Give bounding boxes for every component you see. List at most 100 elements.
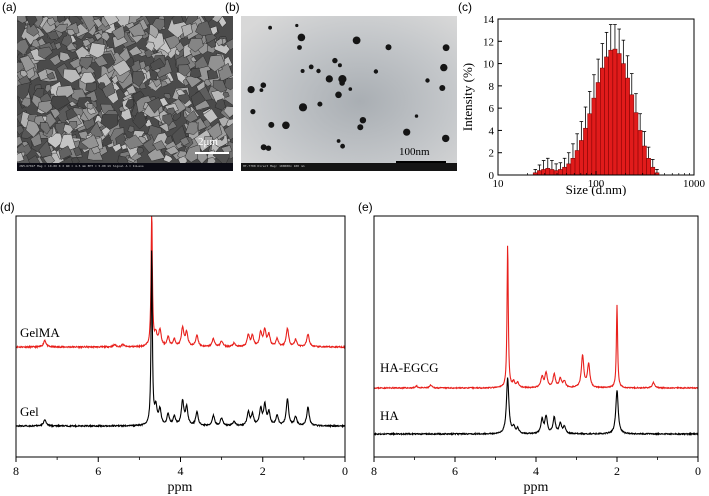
sem-grain: [204, 136, 214, 147]
histogram-bar: [604, 56, 609, 176]
tem-micrograph: 100nm HT-7700 Direct Mag: 100000x 100 nm: [241, 16, 457, 171]
sem-grain: [17, 125, 25, 136]
tem-texture: [241, 16, 457, 171]
sem-grain: [136, 147, 145, 156]
x-tick-label: 100: [588, 178, 605, 190]
x-tick-label: 8: [371, 464, 377, 478]
tem-particle: [308, 64, 314, 70]
x-tick-label: 0: [695, 464, 701, 478]
sem-grain: [17, 39, 30, 56]
tem-particle: [260, 144, 267, 151]
sem-grain: [152, 140, 167, 151]
sem-grain: [17, 62, 25, 73]
tem-particle: [259, 88, 264, 92]
size-distribution-chart: 0 2 4 6 8 10 12 14 10 100 1000 Intensity (%) Size…: [460, 14, 706, 196]
x-tick-label: 8: [13, 464, 19, 478]
sem-grain: [184, 110, 199, 123]
tem-particle: [352, 36, 361, 45]
sem-grain: [111, 143, 122, 153]
x-tick-label: 10: [493, 178, 505, 190]
sem-grain: [164, 135, 173, 145]
panel-b-label: (b): [225, 0, 240, 14]
sem-grain: [89, 121, 104, 138]
chart-c-ylabel: Intensity (%): [460, 63, 475, 131]
y-tick-label: 6: [489, 103, 495, 115]
y-tick-label: 2: [489, 148, 495, 160]
sem-grain: [80, 134, 100, 150]
sem-grain: [53, 23, 68, 33]
sem-grain: [46, 30, 60, 41]
chart-c-xlabel: Size (d.nm): [566, 182, 627, 196]
histogram-bar: [633, 112, 639, 176]
sem-grain: [132, 90, 145, 104]
histogram-bar: [587, 113, 593, 176]
sem-grain: [132, 111, 148, 130]
label-ha: HA: [380, 408, 399, 423]
label-gel: Gel: [20, 404, 39, 419]
sem-grain: [224, 77, 233, 91]
chart-d-xlabel: ppm: [168, 480, 193, 495]
sem-grain: [118, 105, 126, 112]
histogram-bar: [621, 63, 626, 176]
tem-particle: [250, 109, 256, 115]
y-tick-label: 8: [489, 81, 495, 93]
sem-texture: [17, 16, 233, 171]
sem-grain: [123, 134, 145, 150]
histogram-bar: [570, 158, 576, 176]
sem-grain: [147, 146, 166, 162]
sem-grain: [207, 121, 223, 141]
panel-d-label: (d): [0, 200, 15, 214]
histogram-bar: [558, 169, 563, 176]
sem-grain: [184, 144, 202, 163]
sem-grain: [114, 16, 133, 29]
x-tick-label: 6: [452, 464, 458, 478]
sem-grain: [163, 93, 172, 100]
tem-particle: [440, 63, 448, 72]
sem-grain: [149, 57, 166, 72]
tem-info-strip: HT-7700 Direct Mag: 100000x 100 nm: [241, 163, 457, 171]
tem-particle: [298, 103, 308, 112]
sem-grain: [19, 55, 36, 73]
sem-grain: [54, 42, 62, 51]
tem-particle: [338, 75, 347, 84]
sem-grain: [111, 59, 132, 77]
sem-grain: [131, 71, 146, 88]
tem-particle: [295, 23, 299, 28]
sem-grain: [127, 125, 135, 133]
nmr-gel-chart: 8 6 4 2 0 GelMA Gel ppm: [13, 215, 348, 495]
sem-grain: [111, 74, 119, 85]
sem-grain: [190, 90, 206, 108]
sem-grain: [185, 106, 192, 114]
sem-grain: [85, 82, 97, 93]
sem-grain: [30, 132, 43, 148]
tem-particle: [385, 44, 392, 51]
sem-grain: [212, 79, 228, 93]
histogram-bar: [574, 150, 580, 176]
histogram-bar: [549, 169, 555, 176]
chart-d-frame: [15, 215, 346, 458]
sem-grain: [207, 54, 226, 73]
sem-grain: [38, 140, 53, 158]
tem-particle: [425, 78, 430, 83]
tem-particle: [268, 25, 272, 30]
tem-particle: [247, 86, 255, 94]
sem-grain: [151, 18, 165, 32]
sem-grain: [125, 98, 134, 110]
tem-particle: [300, 69, 305, 73]
x-tick-label: 4: [533, 464, 539, 478]
sem-grain: [25, 16, 38, 28]
sem-grain: [128, 45, 143, 57]
tem-scalebar-label: 100nm: [399, 146, 430, 158]
tem-info-text: HT-7700 Direct Mag: 100000x 100 nm: [243, 164, 305, 168]
sem-grain: [181, 23, 193, 38]
sem-grain: [195, 20, 213, 37]
label-gelma: GelMA: [20, 325, 60, 340]
histogram-bar: [562, 166, 567, 176]
histogram-bar: [595, 82, 601, 176]
histogram-bar: [579, 140, 584, 176]
sem-grain: [169, 98, 187, 115]
histogram-bar: [650, 166, 656, 176]
sem-grain: [143, 64, 151, 73]
sem-grain: [65, 107, 78, 121]
sem-grain: [182, 78, 190, 87]
